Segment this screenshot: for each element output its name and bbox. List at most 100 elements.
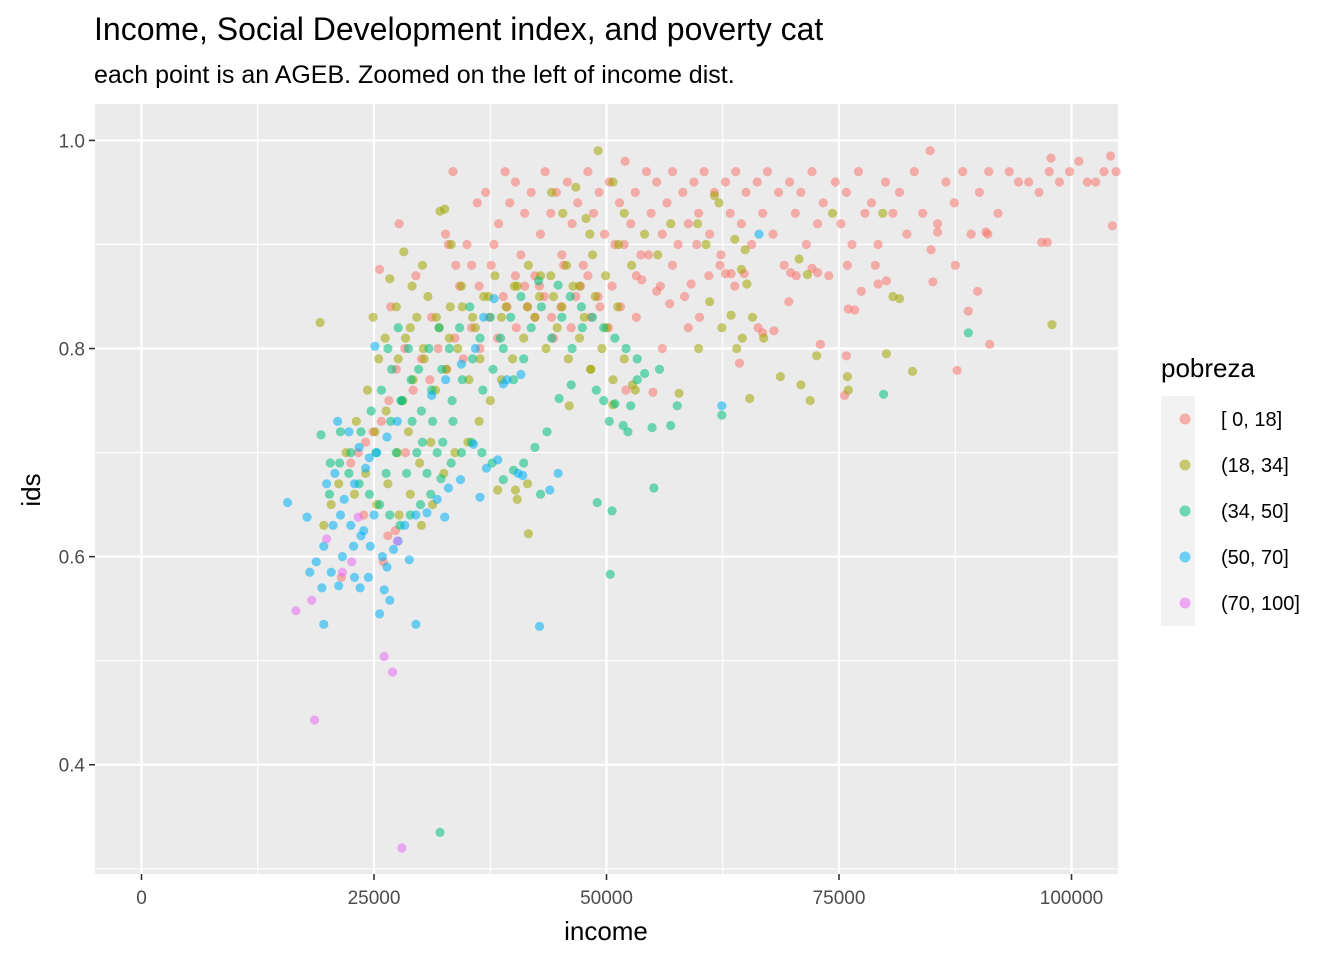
data-point-series-2 [745,393,755,404]
data-point-series-1 [511,323,521,333]
data-point-series-4 [328,520,338,531]
data-point-series-5 [322,534,332,544]
data-point-series-3 [381,468,391,478]
data-point-series-3 [393,323,403,333]
data-point-series-1 [481,187,491,197]
data-point-series-1 [699,167,709,177]
data-point-series-1 [736,219,747,229]
data-point-series-1 [769,326,779,336]
data-point-series-4 [456,359,466,369]
data-point-series-4 [334,581,344,591]
data-point-series-4 [432,494,442,504]
data-point-series-1 [526,187,536,197]
data-point-series-1 [652,177,662,187]
data-point-series-3 [672,401,682,411]
data-point-series-2 [380,333,390,343]
data-point-series-2 [593,146,603,156]
x-tick-label: 25000 [348,888,401,909]
data-point-series-2 [464,375,474,385]
data-point-series-2 [759,333,769,343]
data-point-series-1 [631,271,641,281]
data-point-series-3 [576,302,587,312]
data-point-series-3 [391,448,401,458]
data-point-series-2 [381,406,391,416]
data-point-series-1 [842,260,853,270]
data-point-series-2 [546,271,556,281]
y-axis-title: ids [16,473,46,506]
data-point-series-1 [621,385,631,395]
data-point-series-4 [369,510,379,520]
data-point-series-3 [666,420,676,431]
data-point-series-5 [291,606,301,616]
data-point-series-1 [411,271,421,281]
data-point-series-4 [400,520,410,531]
data-point-series-2 [370,427,380,437]
data-point-series-2 [730,234,740,244]
data-point-series-1 [689,177,699,187]
data-point-series-1 [583,167,593,177]
data-point-series-2 [907,366,918,376]
data-point-series-4 [553,468,563,478]
data-point-series-1 [973,286,983,296]
data-point-series-3 [366,406,376,416]
data-point-series-1 [657,229,667,239]
data-point-series-1 [1082,177,1092,187]
data-point-series-3 [530,442,540,452]
data-point-series-2 [450,448,460,458]
data-point-series-4 [302,512,312,522]
data-point-series-1 [578,260,588,270]
data-point-series-3 [547,333,557,343]
data-point-series-3 [485,312,495,322]
data-point-series-2 [571,182,581,192]
data-point-series-3 [478,385,488,395]
data-point-series-4 [370,341,380,351]
data-point-series-2 [693,219,703,229]
data-point-series-3 [587,312,598,322]
data-point-series-1 [566,323,576,333]
data-point-series-1 [680,291,690,302]
data-point-series-2 [399,247,409,257]
data-point-series-5 [337,567,347,577]
data-point-series-4 [335,510,346,520]
data-point-series-3 [519,354,529,364]
data-point-series-1 [981,227,991,237]
data-point-series-1 [807,167,817,177]
data-point-series-1 [734,358,745,368]
x-tick-label: 50000 [580,888,633,909]
data-point-series-1 [1044,167,1054,177]
data-point-series-3 [406,375,416,385]
data-point-series-2 [541,343,551,354]
data-point-series-1 [1004,167,1014,177]
data-point-series-1 [753,323,763,333]
data-point-series-2 [775,372,786,382]
data-point-series-4 [518,470,528,481]
data-point-series-1 [614,198,625,208]
data-point-series-4 [516,369,526,380]
data-point-series-3 [414,364,424,374]
data-point-series-3 [344,468,354,478]
data-point-series-2 [630,385,640,395]
data-point-series-2 [374,354,384,364]
data-point-series-1 [498,291,508,302]
data-point-series-4 [411,510,421,520]
data-point-series-3 [508,375,519,385]
data-point-series-1 [594,187,604,197]
legend-label-2: (18, 34] [1221,455,1289,477]
data-point-series-1 [595,302,605,312]
data-point-series-1 [376,416,386,426]
data-point-series-3 [415,500,426,510]
data-point-series-2 [827,208,838,218]
data-point-series-1 [546,208,556,218]
data-point-series-2 [714,198,724,208]
data-point-series-2 [842,372,853,382]
data-point-series-1 [941,177,951,187]
data-point-series-4 [365,541,375,551]
data-point-series-3 [412,448,422,458]
data-point-series-1 [784,297,794,307]
data-point-series-2 [419,354,429,364]
data-point-series-3 [455,323,465,333]
data-point-series-4 [326,567,336,577]
data-point-series-1 [467,260,477,270]
data-point-series-4 [319,619,329,629]
data-point-series-3 [632,375,642,385]
